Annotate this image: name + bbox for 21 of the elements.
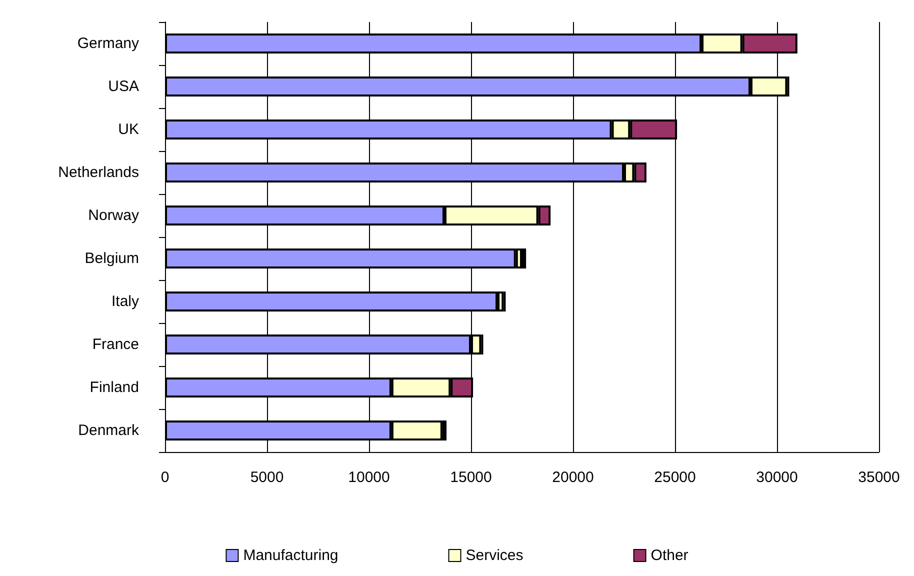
legend-label: Manufacturing [243, 547, 338, 564]
x-tick-label: 25000 [654, 469, 696, 486]
x-tick-label: 30000 [756, 469, 798, 486]
x-tick-label: 15000 [450, 469, 492, 486]
x-tick-label: 10000 [348, 469, 390, 486]
y-tick-label: USA [108, 78, 139, 95]
y-tick-label: Belgium [84, 250, 139, 267]
y-tick-label: Denmark [78, 422, 140, 439]
x-tick-label: 0 [160, 469, 170, 486]
y-tick-label: France [92, 336, 139, 353]
y-tick-label: Italy [111, 293, 140, 310]
x-tick-label: 35000 [858, 469, 900, 486]
x-tick-label: 5000 [250, 469, 284, 486]
legend-label: Other [650, 547, 688, 564]
y-tick-label: Netherlands [58, 164, 139, 181]
x-tick-label: 20000 [552, 469, 594, 486]
y-tick-label: UK [118, 121, 139, 138]
y-tick-label: Germany [77, 35, 140, 52]
y-tick-label: Norway [88, 207, 140, 224]
y-tick-label: Finland [90, 379, 139, 396]
legend-label: Services [466, 547, 524, 564]
